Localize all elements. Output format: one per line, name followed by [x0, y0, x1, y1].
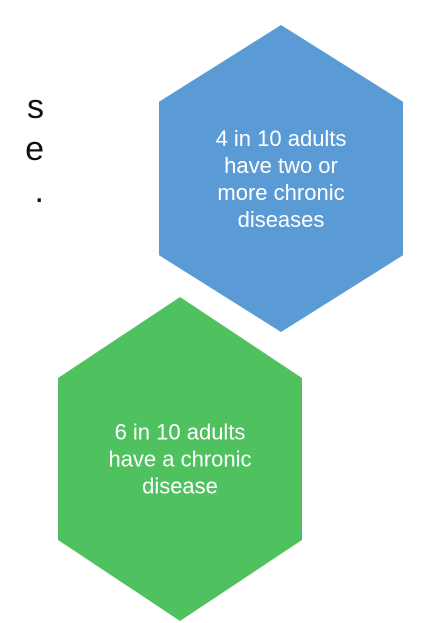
green-hexagon-line-2: have a chronic [108, 446, 252, 472]
green-hexagon: 6 in 10 adults have a chronic disease [58, 297, 302, 621]
blue-hexagon-line-4: diseases [237, 206, 325, 232]
green-hexagon-label: 6 in 10 adults have a chronic disease [58, 419, 302, 500]
blue-hexagon: 4 in 10 adults have two or more chronic … [159, 25, 403, 332]
green-hexagon-line-3: disease [142, 473, 218, 499]
clipped-text-line-1: s [27, 88, 44, 126]
blue-hexagon-label: 4 in 10 adults have two or more chronic … [159, 125, 403, 233]
clipped-background-text: s e . [0, 86, 44, 212]
blue-hexagon-line-2: have two or [224, 152, 338, 178]
blue-hexagon-line-3: more chronic [217, 179, 345, 205]
clipped-text-line-3: . [34, 172, 44, 210]
blue-hexagon-line-1: 4 in 10 adults [215, 125, 347, 151]
green-hexagon-line-1: 6 in 10 adults [114, 419, 246, 445]
clipped-text-line-2: e [25, 130, 44, 168]
